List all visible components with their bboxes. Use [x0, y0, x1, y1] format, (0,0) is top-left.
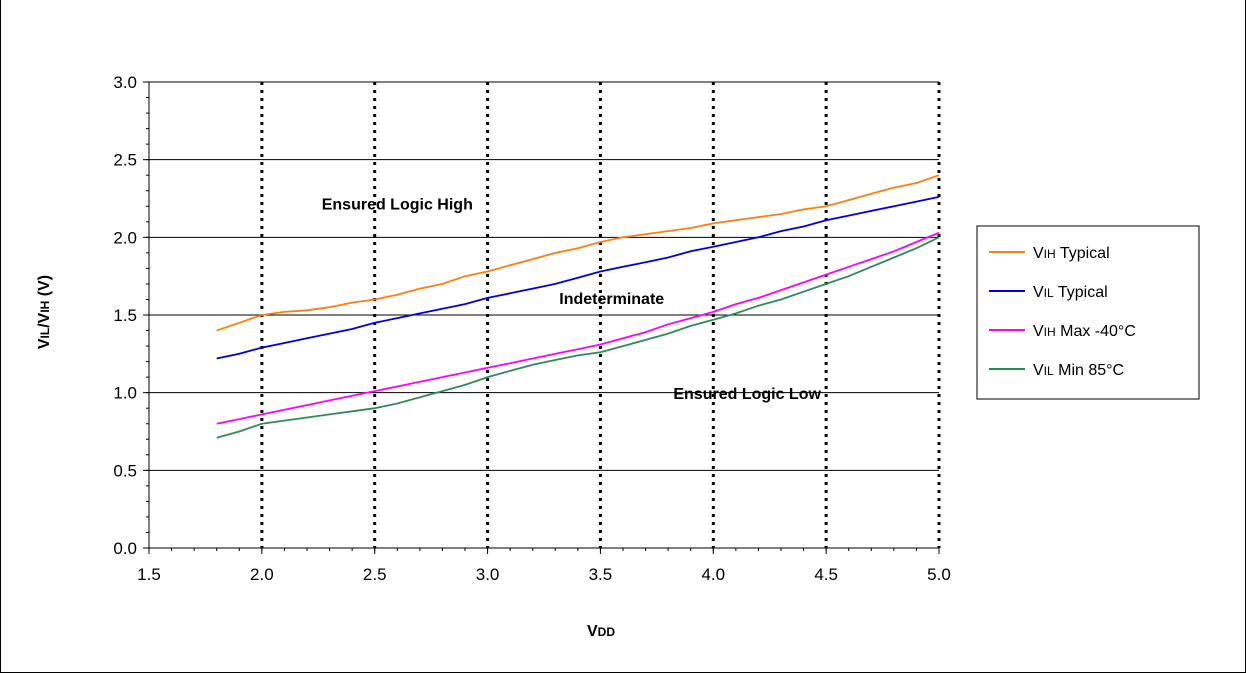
region-label: Ensured Logic High	[322, 196, 473, 213]
x-tick-label: 5.0	[927, 565, 951, 584]
y-tick-label: 3.0	[113, 73, 137, 92]
y-tick-label: 1.5	[113, 306, 137, 325]
x-tick-label: 2.5	[363, 565, 387, 584]
y-axis-label: VIL/VIH (V)	[36, 275, 53, 349]
x-tick-label: 3.0	[476, 565, 500, 584]
y-tick-label: 0.0	[113, 539, 137, 558]
series-line	[216, 196, 940, 360]
legend-label: VIL Typical	[1033, 284, 1108, 301]
legend: VIH Typical VIL Typical VIH Max -40°C VIL M…	[976, 225, 1200, 400]
x-tick-label: 4.5	[814, 565, 838, 584]
x-tick-label: 2.0	[250, 565, 274, 584]
x-tick-label: 4.0	[701, 565, 725, 584]
region-label: Indeterminate	[559, 291, 664, 308]
series-line	[216, 231, 940, 425]
legend-label: VIL Min 85°C	[1033, 362, 1124, 379]
y-tick-label: 0.5	[113, 461, 137, 480]
legend-box	[976, 225, 1200, 400]
x-tick-label: 1.5	[137, 565, 161, 584]
series-line	[216, 236, 940, 439]
x-axis-label: VDD	[587, 623, 615, 640]
y-tick-label: 2.5	[113, 151, 137, 170]
y-tick-label: 1.0	[113, 384, 137, 403]
series-line	[216, 174, 940, 332]
y-tick-label: 2.0	[113, 228, 137, 247]
legend-label: VIH Max -40°C	[1033, 323, 1136, 340]
x-tick-label: 3.5	[589, 565, 613, 584]
region-label: Ensured Logic Low	[673, 386, 821, 403]
legend-label: VIH Typical	[1033, 245, 1110, 262]
